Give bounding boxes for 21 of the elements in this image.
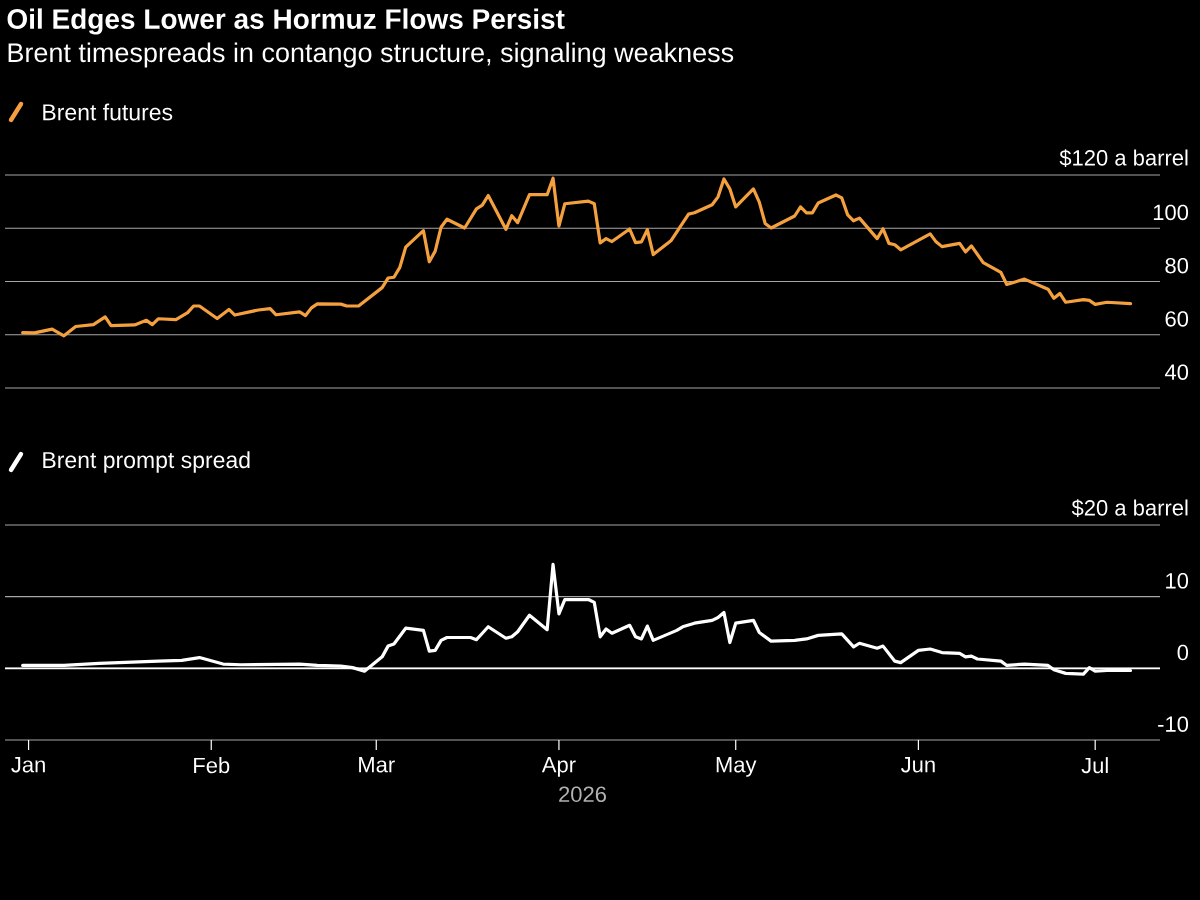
x-tick-label: Jan bbox=[11, 757, 45, 773]
chart-subtitle: Brent timespreads in contango structure, signaling weakness bbox=[8, 42, 734, 68]
chart-title: Oil Edges Lower as Hormuz Flows Persist bbox=[7, 8, 565, 35]
x-tick-label: Feb bbox=[194, 757, 230, 774]
x-tick-label: Apr bbox=[541, 757, 576, 777]
y-tick-label: 10 bbox=[1166, 573, 1189, 589]
y-tick-label: -10 bbox=[1158, 716, 1189, 732]
y-tick-label: $120 a barrel bbox=[1059, 149, 1188, 167]
y-tick-label: 80 bbox=[1165, 257, 1189, 274]
x-tick-label: May bbox=[716, 757, 757, 777]
x-tick-label: Mar bbox=[359, 757, 395, 773]
x-axis-title: 2026 bbox=[559, 786, 606, 803]
y-tick-label: 40 bbox=[1164, 364, 1189, 380]
x-tick-label: Jun bbox=[901, 757, 935, 773]
y-tick-label: 0 bbox=[1177, 644, 1189, 661]
y-tick-label: 60 bbox=[1165, 311, 1189, 327]
x-tick-label: Jul bbox=[1081, 757, 1108, 774]
y-tick-label: 100 bbox=[1153, 204, 1189, 221]
y-tick-label: $20 a barrel bbox=[1071, 499, 1188, 517]
legend-label: Brent prompt spread bbox=[43, 451, 250, 473]
legend-label: Brent futures bbox=[43, 103, 173, 121]
